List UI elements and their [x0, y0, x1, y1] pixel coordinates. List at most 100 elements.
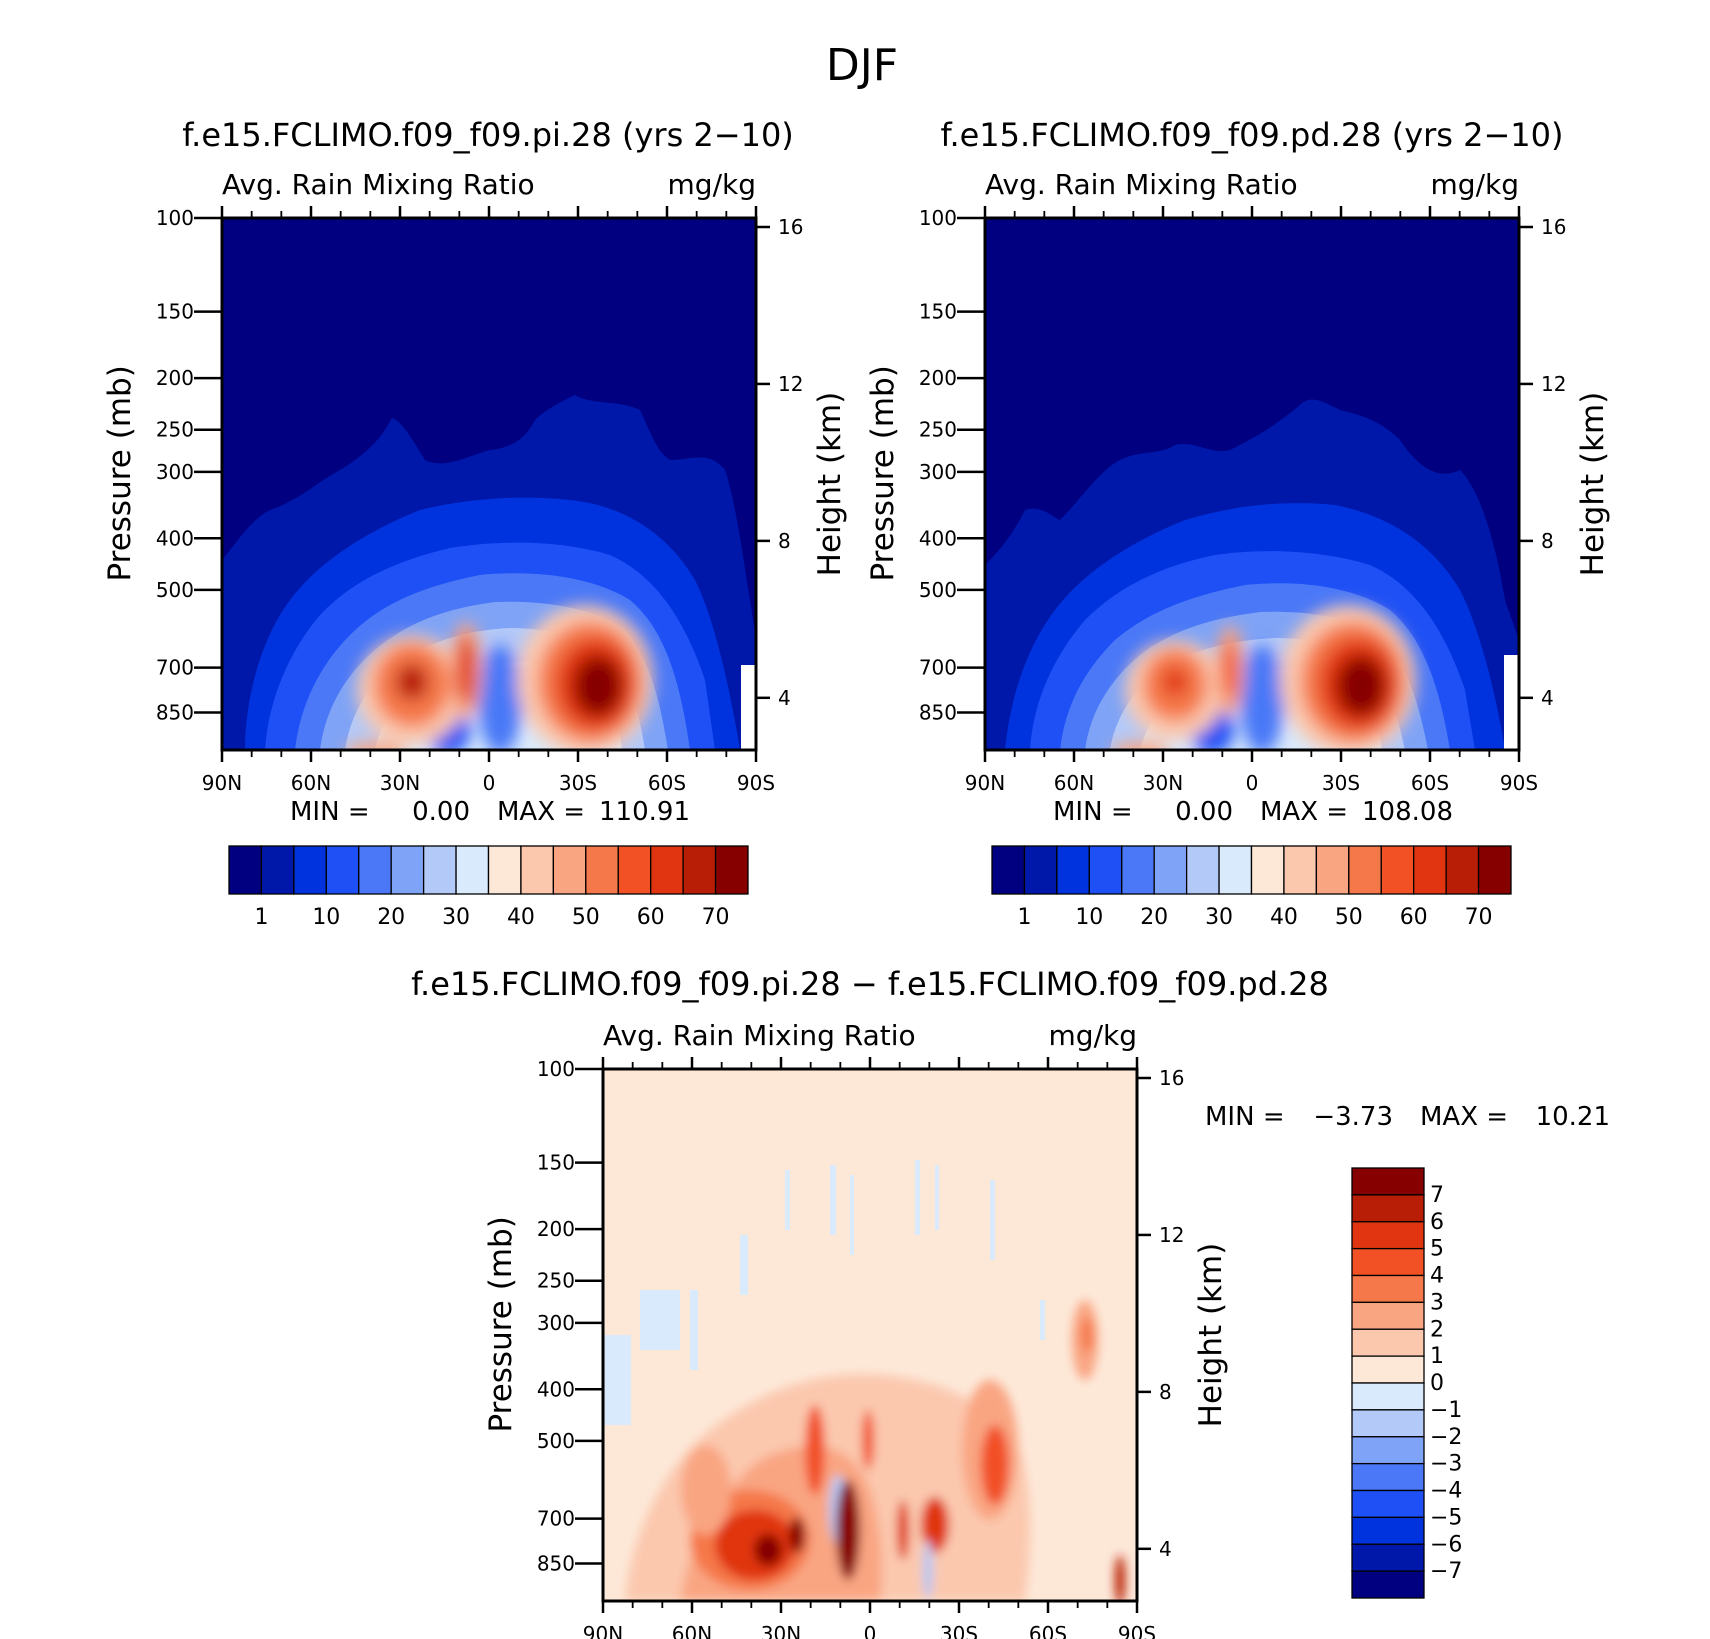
x-tick-label: 60S [648, 771, 686, 795]
anomaly [681, 1445, 731, 1535]
negative-streaks [603, 1160, 1045, 1425]
colorbar-swatch [1351, 1167, 1425, 1196]
y-right-tick-label: 12 [778, 372, 803, 396]
rain-maxima [1112, 605, 1416, 750]
stats-max-value: 108.08 [1362, 797, 1453, 827]
colorbar-label: 20 [1140, 905, 1168, 930]
x-tick-label: 30S [940, 1622, 978, 1639]
colorbar-swatch [714, 845, 749, 895]
streak [740, 1235, 748, 1295]
blob-30n-core [396, 664, 428, 700]
colorbar-label: −4 [1430, 1479, 1462, 1504]
colorbar-swatch [487, 845, 522, 895]
diff-anomalies [625, 1300, 1125, 1601]
colorbar-swatch [228, 845, 263, 895]
y-right-tick-label: 4 [1541, 686, 1554, 710]
right-string: mg/kg [1431, 168, 1519, 201]
panel-title: f.e15.FCLIMO.f09_f09.pi.28 (yrs 2−10) [182, 116, 794, 154]
colorbar-swatch [1351, 1194, 1425, 1223]
y-tick-label: 250 [156, 418, 194, 442]
stats-min-value: −3.73 [1313, 1102, 1393, 1132]
stats-max-label: MAX = [1420, 1102, 1508, 1132]
y-right-axis-label: Height (km) [1193, 1243, 1229, 1428]
x-tick-label: 90N [583, 1622, 623, 1639]
colorbar-label: 70 [1465, 905, 1493, 930]
panel-title: f.e15.FCLIMO.f09_f09.pi.28 − f.e15.FCLIM… [411, 965, 1329, 1003]
anomaly [862, 1410, 874, 1470]
colorbar-swatch [422, 845, 457, 895]
x-tick-label: 60S [1029, 1622, 1067, 1639]
colorbar-swatch [1351, 1382, 1425, 1411]
panel-pd: f.e15.FCLIMO.f09_f09.pd.28 (yrs 2−10) Av… [865, 116, 1611, 930]
y-right-axis-label: Height (km) [812, 392, 848, 577]
colorbar-label: 70 [702, 905, 730, 930]
blob-surface-north [1112, 742, 1168, 750]
colorbar-label: 60 [637, 905, 665, 930]
streak [1040, 1300, 1045, 1340]
x-tick-label: 30S [559, 771, 597, 795]
colorbar-swatch [1056, 845, 1090, 895]
y-tick-label: 700 [919, 656, 957, 680]
colorbar-swatch [1351, 1516, 1425, 1545]
y-tick-label: 150 [919, 300, 957, 324]
colorbar-swatch [1283, 845, 1318, 895]
x-tick-label: 0 [483, 771, 496, 795]
left-string: Avg. Rain Mixing Ratio [985, 168, 1298, 201]
y-right-tick-label: 8 [1541, 529, 1554, 553]
colorbar-label: −6 [1430, 1532, 1462, 1557]
y-tick-label: 100 [919, 206, 957, 230]
x-tick-label: 90N [202, 771, 242, 795]
x-tick-label: 30S [1322, 771, 1360, 795]
colorbar-label: 40 [1270, 905, 1298, 930]
colorbar-swatch [1351, 1489, 1425, 1519]
x-tick-label: 90S [1118, 1622, 1156, 1639]
colorbar-swatch [1153, 845, 1188, 895]
colorbar-label: 40 [507, 905, 535, 930]
colorbar-swatch [455, 845, 490, 895]
colorbar-label: 5 [1430, 1237, 1444, 1262]
colorbar-swatch [1413, 845, 1447, 895]
y-tick-label: 700 [537, 1507, 575, 1531]
y-right-tick-label: 16 [1541, 215, 1566, 239]
y-right-tick-label: 12 [1159, 1223, 1184, 1247]
colorbar-swatch [1351, 1328, 1425, 1357]
colorbar-swatch [358, 845, 392, 895]
colorbar-swatch [1445, 845, 1480, 895]
contour-field [222, 218, 756, 750]
y-right-tick-label: 16 [778, 215, 803, 239]
page-title: DJF [826, 40, 898, 91]
colorbar-swatch [1023, 845, 1058, 895]
x-tick-label: 30N [380, 771, 420, 795]
colorbar-label: 1 [1017, 905, 1031, 930]
colorbar: 1 10 20 30 40 50 60 70 [228, 845, 749, 930]
stats-min-label: MIN = [290, 797, 370, 827]
stats-min-value: 0.00 [1175, 797, 1233, 827]
colorbar-swatch [1351, 1436, 1425, 1465]
y-tick-label: 200 [537, 1217, 575, 1241]
colorbar-swatch [325, 845, 360, 895]
axes: 100 150 200 250 300 400 500 700 850 Pressure (mb)… [865, 206, 1611, 795]
x-tick-label: 90S [737, 771, 775, 795]
colorbar-swatch [1351, 1543, 1425, 1572]
anomaly [1115, 1555, 1125, 1601]
colorbar-swatch [1351, 1301, 1425, 1330]
colorbar-label: 2 [1430, 1317, 1444, 1342]
colorbar-label: −5 [1430, 1505, 1462, 1530]
colorbar-swatch [1121, 845, 1155, 895]
streak [915, 1160, 920, 1235]
y-tick-label: 500 [156, 578, 194, 602]
blob-30s-core [1337, 656, 1385, 716]
anomaly [1081, 1317, 1093, 1353]
colorbar-label: 50 [1335, 905, 1363, 930]
streak [830, 1165, 836, 1235]
colorbar-label: 1 [254, 905, 268, 930]
x-tick-label: 60N [291, 771, 331, 795]
x-tick-label: 30N [761, 1622, 801, 1639]
streak [603, 1335, 631, 1425]
colorbar-swatch [1477, 845, 1512, 895]
colorbar-swatch [260, 845, 295, 895]
colorbar-label: 10 [312, 905, 340, 930]
anomaly [981, 1425, 1009, 1505]
colorbar-swatch [1351, 1221, 1425, 1250]
colorbar-label: 10 [1075, 905, 1103, 930]
